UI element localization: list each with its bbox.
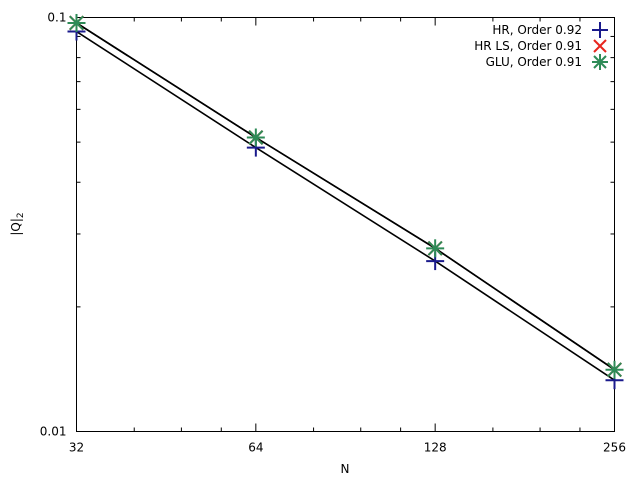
y-tick-label: 0.1 (47, 11, 66, 25)
plot-frame (76, 17, 615, 432)
tick-labels: 32 64 128 256 0.1 0.01 (40, 11, 626, 455)
x-tick-label: 32 (69, 441, 84, 455)
legend: HR, Order 0.92 HR LS, Order 0.91 GLU, Orde… (474, 22, 608, 70)
major-ticks (76, 17, 615, 432)
marker-stroke (427, 240, 443, 256)
marker-stroke (593, 39, 607, 53)
series-marker-star (246, 128, 265, 147)
series-marker-x (593, 39, 607, 53)
y-axis-label-subscript: 2 (16, 212, 26, 218)
series-lines (76, 22, 615, 381)
series-marker-star (67, 13, 86, 32)
series-markers (67, 13, 624, 390)
marker-stroke (248, 130, 264, 145)
y-tick-label: 0.01 (40, 425, 67, 439)
x-axis-label: N (341, 462, 350, 476)
series-marker-star (592, 54, 608, 70)
series-line (76, 22, 615, 371)
x-tick-label: 128 (424, 441, 447, 455)
legend-label: HR LS, Order 0.91 (474, 39, 582, 53)
marker-stroke (593, 55, 607, 69)
y-axis-label: |Q|2 (9, 212, 26, 235)
legend-label: HR, Order 0.92 (492, 23, 582, 37)
marker-stroke (607, 362, 622, 378)
marker-stroke (69, 15, 84, 31)
y-axis-label-main: |Q| (9, 218, 23, 236)
series-line (76, 30, 615, 381)
series-marker-star (426, 239, 445, 258)
x-tick-label: 64 (248, 441, 263, 455)
minor-ticks (76, 17, 615, 432)
x-tick-label: 256 (603, 441, 626, 455)
series-marker-star (605, 360, 624, 379)
legend-label: GLU, Order 0.91 (486, 55, 582, 69)
series-marker-plus (592, 22, 608, 38)
